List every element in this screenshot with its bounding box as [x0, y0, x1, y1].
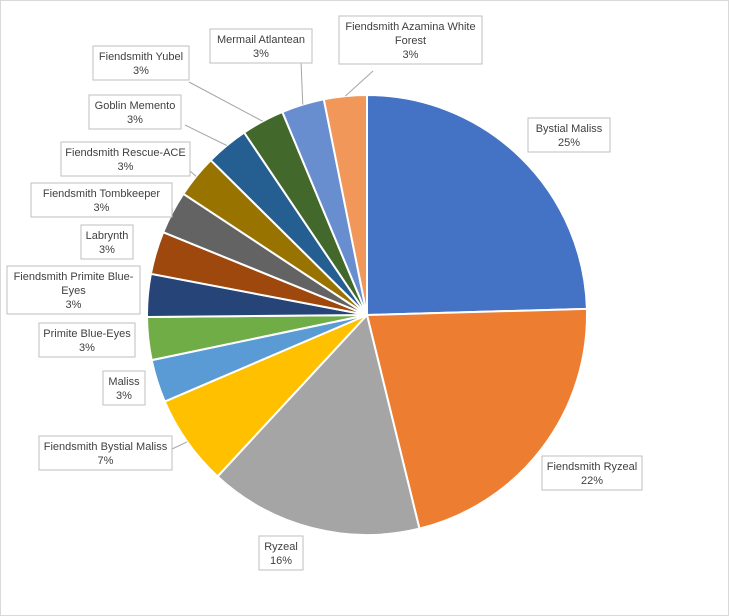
data-label-fiendsmith-rescue-ace: Fiendsmith Rescue-ACE 3%: [60, 141, 191, 177]
data-label-name: Fiendsmith Azamina White: [345, 21, 475, 33]
data-label-fiendsmith-primite-blue-eyes: Fiendsmith Primite Blue- Eyes 3%: [6, 265, 141, 315]
data-label-name: Fiendsmith Bystial Maliss: [44, 441, 168, 453]
data-label-primite-blue-eyes: Primite Blue-Eyes 3%: [38, 322, 136, 358]
data-label-name: Maliss: [108, 376, 140, 388]
data-label-box: [338, 15, 483, 65]
data-label-percent: 25%: [558, 137, 580, 149]
data-label-name: Fiendsmith Yubel: [99, 51, 183, 63]
data-label-fiendsmith-bystial-maliss: Fiendsmith Bystial Maliss 7%: [38, 435, 173, 471]
data-label-maliss: Maliss 3%: [102, 370, 146, 406]
data-label-box: [80, 224, 134, 260]
data-label-box: [30, 182, 173, 218]
data-label-ryzeal: Ryzeal 16%: [258, 535, 304, 571]
data-label-name: Fiendsmith Tombkeeper: [43, 188, 161, 200]
data-label-percent: 16%: [270, 555, 292, 567]
data-label-percent: 3%: [253, 48, 269, 60]
data-label-box: [38, 435, 173, 471]
data-label-fiendsmith-tombkeeper: Fiendsmith Tombkeeper 3%: [30, 182, 173, 218]
data-label-fiendsmith-yubel: Fiendsmith Yubel 3%: [92, 45, 190, 81]
slice-group: [145, 93, 588, 536]
data-label-box: [541, 455, 643, 491]
data-label-fiendsmith-azamina-white-forest: Fiendsmith Azamina White Forest 3%: [338, 15, 483, 65]
data-label-box: [258, 535, 304, 571]
data-label-percent: 3%: [116, 390, 132, 402]
data-label-percent: 3%: [118, 161, 134, 173]
data-label-name: Forest: [395, 35, 426, 47]
data-label-name: Fiendsmith Rescue-ACE: [65, 147, 185, 159]
data-label-percent: 3%: [94, 202, 110, 214]
data-label-box: [6, 265, 141, 315]
data-label-name: Fiendsmith Ryzeal: [547, 461, 637, 473]
data-label-goblin-memento: Goblin Memento 3%: [88, 94, 182, 130]
leader-line-fiendsmith-yubel: [188, 81, 263, 122]
data-label-name: Fiendsmith Primite Blue-: [14, 271, 134, 283]
data-label-name: Ryzeal: [264, 541, 298, 553]
data-label-percent: 3%: [127, 114, 143, 126]
data-label-name: Labrynth: [86, 230, 129, 242]
data-label-percent: 22%: [581, 475, 603, 487]
data-label-name: Mermail Atlantean: [217, 34, 305, 46]
leader-line-mermail-atlantean: [300, 60, 304, 105]
data-label-percent: 3%: [403, 49, 419, 61]
pie-slice-fiendsmith-ryzeal: [365, 307, 588, 530]
data-label-group: Bystial Maliss 25% Fiendsmith Ryzeal 22% Ryz…: [6, 15, 643, 571]
leader-line-fiendsmith-rescue-ace: [189, 170, 197, 177]
data-label-box: [209, 28, 313, 64]
data-label-box: [60, 141, 191, 177]
data-label-labrynth: Labrynth 3%: [80, 224, 134, 260]
data-label-name: Primite Blue-Eyes: [43, 328, 131, 340]
data-label-box: [38, 322, 136, 358]
pie-slice-bystial-maliss: [366, 93, 588, 317]
data-label-percent: 7%: [98, 455, 114, 467]
pie-slice-fiendsmith-azamina-white-forest: [322, 93, 368, 316]
data-label-percent: 3%: [99, 244, 115, 256]
leader-line-fiendsmith-azamina-white-forest: [344, 70, 374, 97]
data-label-box: [92, 45, 190, 81]
data-label-percent: 3%: [133, 65, 149, 77]
data-label-percent: 3%: [66, 299, 82, 311]
data-label-name: Eyes: [61, 285, 86, 297]
leader-line-goblin-memento: [184, 124, 227, 146]
data-label-bystial-maliss: Bystial Maliss 25%: [527, 117, 611, 153]
pie-slice-ryzeal: [216, 312, 421, 536]
data-label-box: [527, 117, 611, 153]
data-label-box: [102, 370, 146, 406]
data-label-mermail-atlantean: Mermail Atlantean 3%: [209, 28, 313, 64]
leader-line-group: [171, 60, 374, 450]
data-label-name: Bystial Maliss: [536, 123, 603, 135]
data-label-name: Goblin Memento: [95, 100, 176, 112]
data-label-box: [88, 94, 182, 130]
data-label-fiendsmith-ryzeal: Fiendsmith Ryzeal 22%: [541, 455, 643, 491]
leader-line-fiendsmith-bystial-maliss: [171, 441, 188, 450]
data-label-percent: 3%: [79, 342, 95, 354]
